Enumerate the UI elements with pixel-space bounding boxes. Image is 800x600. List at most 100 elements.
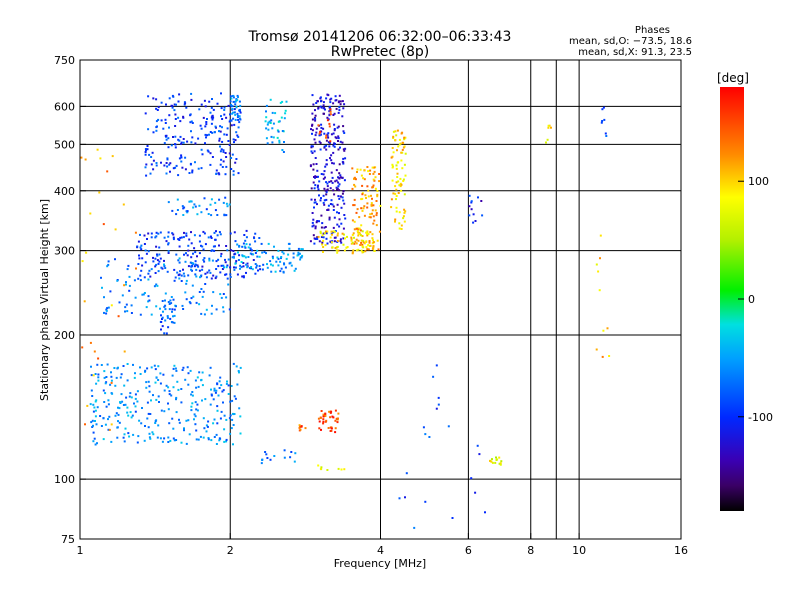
data-point [218,380,221,383]
data-point [341,192,344,195]
data-point [277,264,280,267]
data-point [151,151,154,154]
data-point [547,124,550,127]
data-point [177,238,180,241]
data-point [194,251,197,254]
x-tick-label: 10 [572,544,586,557]
data-point [222,306,225,309]
data-point [155,283,158,286]
data-point [205,424,208,427]
data-point [171,310,173,313]
data-point [206,149,209,152]
data-point [371,166,374,169]
data-point [184,156,187,159]
data-point [351,167,354,170]
data-point [604,132,607,135]
data-point [125,303,128,306]
data-point [375,200,378,202]
data-point [324,226,327,228]
data-point [188,200,191,203]
data-point [156,254,159,257]
data-point [210,277,213,280]
data-point [221,140,224,143]
data-point [336,232,339,235]
data-point [157,232,160,235]
data-point [605,135,608,137]
data-point [282,252,285,255]
data-point [309,240,312,243]
data-point [200,288,203,290]
data-point [278,139,281,142]
data-point [164,304,167,307]
data-point [313,138,316,141]
data-point [145,252,148,255]
data-point [105,312,108,315]
data-point [350,238,353,241]
data-point [334,95,337,98]
data-point [167,326,170,329]
data-point [148,269,151,272]
data-point [344,237,346,240]
data-point [364,194,367,197]
data-point [198,269,201,272]
data-point [164,319,167,322]
data-point [321,243,324,246]
data-point [190,231,192,234]
data-point [180,160,183,163]
data-point [92,431,95,434]
data-point [258,237,261,239]
data-point [365,240,368,243]
data-point [495,456,497,459]
data-point [337,467,340,470]
data-point [203,260,206,263]
data-point [138,257,141,260]
data-point [216,422,219,425]
data-point [206,118,208,120]
data-point [280,256,283,258]
data-point [220,252,223,255]
data-point [230,157,233,159]
data-point [230,385,233,387]
data-point [392,130,395,133]
data-point [320,173,323,175]
data-point [235,131,238,134]
data-point [105,405,108,408]
data-point [187,274,190,277]
data-point [222,389,225,392]
data-point [174,146,177,149]
data-point [334,431,337,434]
data-point [322,194,325,197]
data-point [194,263,197,266]
data-point [330,133,333,136]
data-point [401,148,404,151]
data-point [195,275,198,278]
data-point [205,121,208,123]
data-point [187,372,190,375]
data-point [235,158,238,160]
data-point [213,389,216,392]
x-tick-label: 16 [674,544,688,557]
data-point [154,272,157,274]
data-point [228,120,231,123]
data-point [342,125,345,128]
data-point [174,276,177,279]
data-point [178,418,180,421]
data-point [191,262,194,264]
data-point [173,321,176,324]
data-point [204,272,207,275]
data-point [180,141,183,144]
data-point [207,420,210,423]
data-point [160,409,163,412]
data-point [264,451,267,453]
data-point [167,146,170,149]
data-point [247,246,250,249]
data-point [152,159,155,162]
data-point [143,439,146,442]
data-point [218,244,220,247]
data-point [255,264,258,267]
data-point [110,375,113,378]
data-point [232,443,234,446]
data-point [341,232,344,235]
data-point [276,129,279,132]
data-point [377,248,380,251]
